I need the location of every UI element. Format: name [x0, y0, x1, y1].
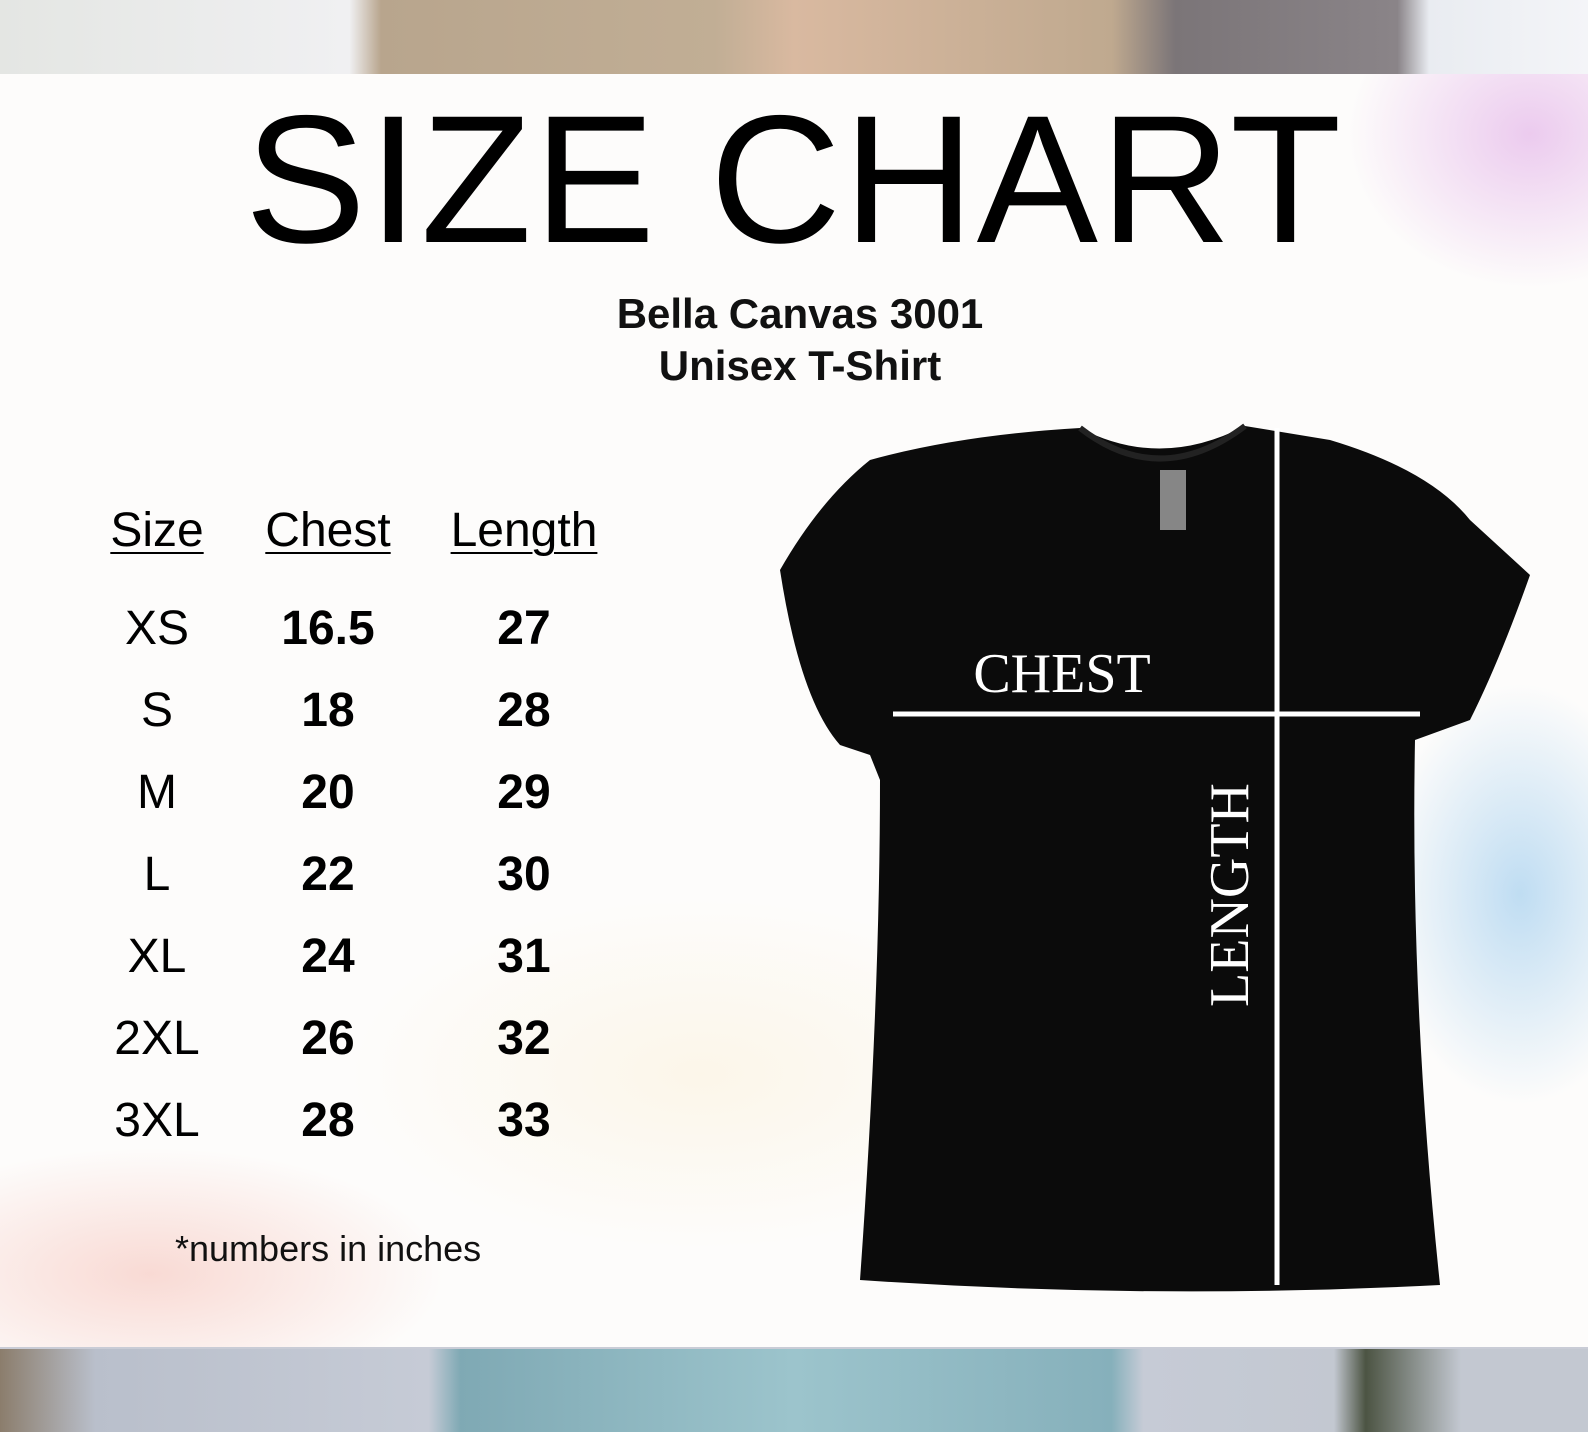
length-cell: 32 [497, 1012, 551, 1065]
chest-label: CHEST [973, 643, 1150, 705]
column-header-length: Length [450, 504, 598, 557]
units-note: *numbers in inches [175, 1228, 482, 1269]
length-cell: 33 [497, 1094, 551, 1147]
chest-cell: 18 [301, 684, 355, 737]
tshirt-shape [780, 426, 1530, 1292]
size-cell: M [137, 766, 177, 819]
collar [1078, 423, 1247, 462]
size-cell: S [140, 684, 173, 737]
chest-cell: 20 [301, 766, 355, 819]
chest-cell: 16.5 [281, 602, 375, 655]
chest-cell: 24 [301, 930, 355, 983]
size-cell: 2XL [114, 1012, 200, 1065]
background-photo-top [0, 0, 1588, 74]
size-cell: XL [127, 930, 187, 983]
length-cell: 27 [497, 602, 551, 655]
length-cell: 28 [497, 684, 551, 737]
length-label: LENGTH [1199, 783, 1261, 1007]
length-cell: 29 [497, 766, 551, 819]
background-photo-bottom [0, 1349, 1588, 1432]
size-cell: L [143, 848, 171, 901]
page-title: SIZE CHART [244, 77, 1344, 281]
length-cell: 31 [497, 930, 551, 983]
chest-cell: 28 [301, 1094, 355, 1147]
shirt-tag-icon [1160, 470, 1186, 530]
product-name: Bella Canvas 3001 [616, 290, 984, 337]
size-cell: 3XL [114, 1094, 200, 1147]
chest-cell: 22 [301, 848, 355, 901]
product-type: Unisex T-Shirt [658, 342, 942, 389]
length-cell: 30 [497, 848, 551, 901]
column-header-size: Size [110, 504, 204, 557]
size-cell: XS [124, 602, 190, 655]
chest-cell: 26 [301, 1012, 355, 1065]
column-header-chest: Chest [265, 504, 391, 557]
